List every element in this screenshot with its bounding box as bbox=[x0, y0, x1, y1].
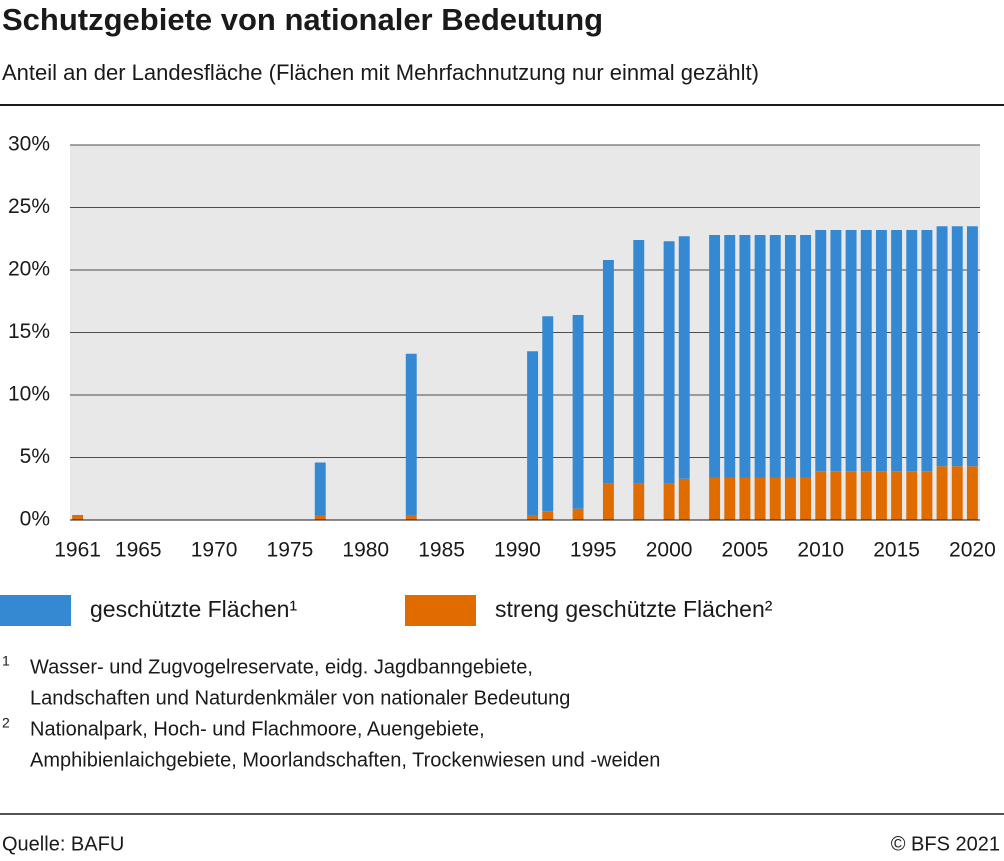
bar-segment bbox=[784, 235, 796, 478]
y-tick-label: 25% bbox=[8, 195, 50, 218]
footnote-line: Wasser- und Zugvogelreservate, eidg. Jag… bbox=[30, 656, 533, 678]
bar-segment bbox=[739, 477, 751, 520]
x-tick-label: 1995 bbox=[570, 539, 617, 562]
bar-segment bbox=[891, 230, 903, 472]
y-tick-label: 15% bbox=[8, 320, 50, 343]
footnote-line: Landschaften und Naturdenkmäler von nati… bbox=[30, 687, 570, 709]
bar-segment bbox=[633, 240, 645, 484]
bar-segment bbox=[891, 471, 903, 520]
bar-segment bbox=[663, 483, 675, 520]
bar-segment bbox=[405, 515, 417, 520]
x-tick-label: 1975 bbox=[267, 539, 314, 562]
bar-segment bbox=[572, 315, 584, 509]
bar-segment bbox=[951, 466, 963, 520]
bar-segment bbox=[633, 483, 645, 520]
bar-segment bbox=[72, 515, 84, 520]
legend-label: geschützte Flächen¹ bbox=[90, 596, 297, 622]
bar-segment bbox=[966, 466, 978, 520]
bar-segment bbox=[830, 230, 842, 472]
bar-segment bbox=[739, 235, 751, 478]
bar-segment bbox=[800, 477, 812, 520]
bar-segment bbox=[724, 477, 736, 520]
bar-segment bbox=[951, 226, 963, 467]
legend-swatch bbox=[0, 595, 71, 626]
bar-segment bbox=[906, 230, 918, 472]
bar-segment bbox=[845, 230, 857, 472]
x-tick-label: 1961 bbox=[54, 539, 101, 562]
bar-segment bbox=[966, 226, 978, 467]
bar-segment bbox=[663, 241, 675, 484]
bar-segment bbox=[936, 466, 948, 520]
bar-segment bbox=[754, 477, 766, 520]
footnote-marker: 1 bbox=[2, 653, 10, 669]
bar-segment bbox=[754, 235, 766, 478]
bar-segment bbox=[602, 260, 614, 484]
bar-segment bbox=[572, 508, 584, 520]
bar-segment bbox=[542, 316, 554, 512]
y-tick-label: 30% bbox=[8, 133, 50, 156]
legend-label: streng geschützte Flächen² bbox=[495, 596, 773, 622]
bar-segment bbox=[709, 477, 721, 520]
bar-segment bbox=[860, 230, 872, 472]
source: Quelle: BAFU bbox=[2, 833, 124, 855]
bar-segment bbox=[678, 478, 690, 520]
bar-segment bbox=[769, 235, 781, 478]
y-tick-label: 20% bbox=[8, 258, 50, 281]
bar-segment bbox=[815, 230, 827, 472]
bar-segment bbox=[709, 235, 721, 478]
x-tick-label: 1965 bbox=[115, 539, 162, 562]
x-tick-label: 1990 bbox=[494, 539, 541, 562]
bar-segment bbox=[784, 477, 796, 520]
bar-segment bbox=[906, 471, 918, 520]
bar-segment bbox=[815, 471, 827, 520]
bar-segment bbox=[800, 235, 812, 478]
x-tick-label: 2000 bbox=[646, 539, 693, 562]
bar-segment bbox=[860, 471, 872, 520]
x-tick-label: 2015 bbox=[873, 539, 920, 562]
bar-segment bbox=[724, 235, 736, 478]
bar-segment bbox=[678, 236, 690, 479]
x-tick-label: 2020 bbox=[949, 539, 996, 562]
bar-segment bbox=[830, 471, 842, 520]
x-tick-label: 2005 bbox=[722, 539, 769, 562]
chart-title: Schutzgebiete von nationaler Bedeutung bbox=[2, 2, 603, 37]
bar-segment bbox=[875, 471, 887, 520]
y-tick-label: 0% bbox=[20, 508, 50, 531]
bar-segment bbox=[527, 515, 539, 520]
copyright: © BFS 2021 bbox=[891, 833, 1000, 855]
bar-segment bbox=[405, 353, 417, 515]
footnote-marker: 2 bbox=[2, 715, 10, 731]
bar-segment bbox=[921, 471, 933, 520]
bar-segment bbox=[875, 230, 887, 472]
x-tick-label: 1980 bbox=[342, 539, 389, 562]
bar-segment bbox=[936, 226, 948, 467]
chart-subtitle: Anteil an der Landesfläche (Flächen mit … bbox=[2, 60, 759, 85]
y-tick-label: 5% bbox=[20, 445, 50, 468]
bar-segment bbox=[542, 511, 554, 520]
bar-segment bbox=[314, 515, 326, 520]
y-tick-label: 10% bbox=[8, 383, 50, 406]
x-tick-label: 1985 bbox=[418, 539, 465, 562]
bar-segment bbox=[769, 477, 781, 520]
x-tick-label: 2010 bbox=[797, 539, 844, 562]
bar-segment bbox=[845, 471, 857, 520]
legend-swatch bbox=[405, 595, 476, 626]
footnote-line: Amphibienlaichgebiete, Moorlandschaften,… bbox=[30, 749, 660, 771]
x-tick-label: 1970 bbox=[191, 539, 238, 562]
bar-segment bbox=[921, 230, 933, 472]
bar-segment bbox=[602, 483, 614, 520]
footnote-line: Nationalpark, Hoch- und Flachmoore, Auen… bbox=[30, 718, 485, 740]
bar-segment bbox=[527, 351, 539, 515]
bar-segment bbox=[314, 462, 326, 515]
